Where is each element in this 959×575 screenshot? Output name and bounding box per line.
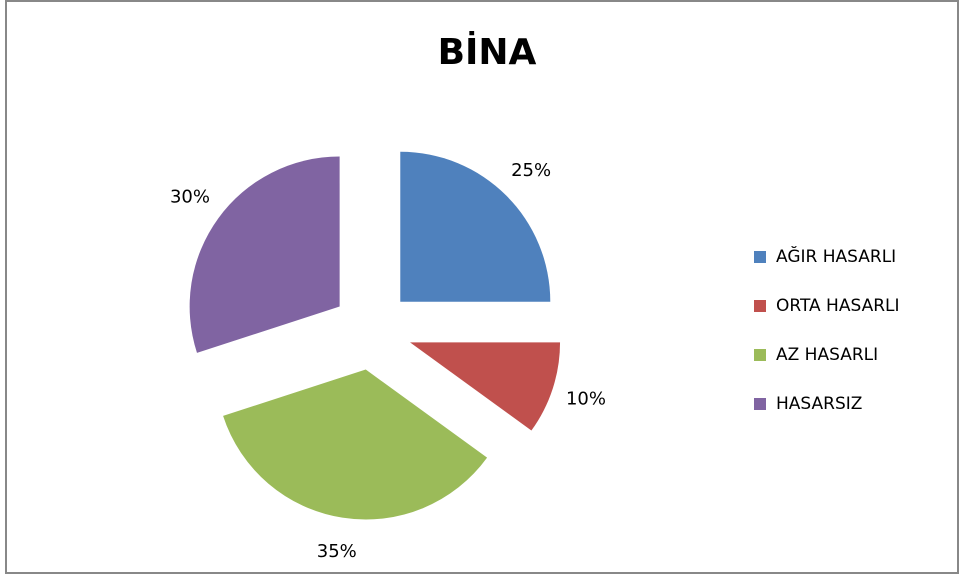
legend-label: AZ HASARLI	[776, 345, 878, 365]
legend-swatch	[754, 251, 766, 263]
legend-swatch	[754, 349, 766, 361]
data-label: 35%	[317, 541, 357, 562]
legend-label: HASARSIZ	[776, 394, 862, 414]
pie-slice	[400, 151, 551, 302]
data-label: 25%	[511, 160, 551, 181]
data-label: 10%	[566, 389, 606, 410]
pie-slice	[189, 156, 340, 353]
legend-label: AĞIR HASARLI	[776, 245, 896, 267]
data-label: 30%	[170, 187, 210, 208]
legend-swatch	[754, 300, 766, 312]
pie-slice	[410, 342, 561, 431]
chart-title: BİNA	[438, 31, 537, 73]
legend-label: ORTA HASARLI	[776, 296, 900, 316]
legend-swatch	[754, 398, 766, 410]
pie-slice	[223, 369, 488, 520]
